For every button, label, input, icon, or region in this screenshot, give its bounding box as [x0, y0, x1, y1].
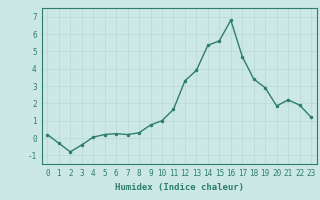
X-axis label: Humidex (Indice chaleur): Humidex (Indice chaleur)	[115, 183, 244, 192]
